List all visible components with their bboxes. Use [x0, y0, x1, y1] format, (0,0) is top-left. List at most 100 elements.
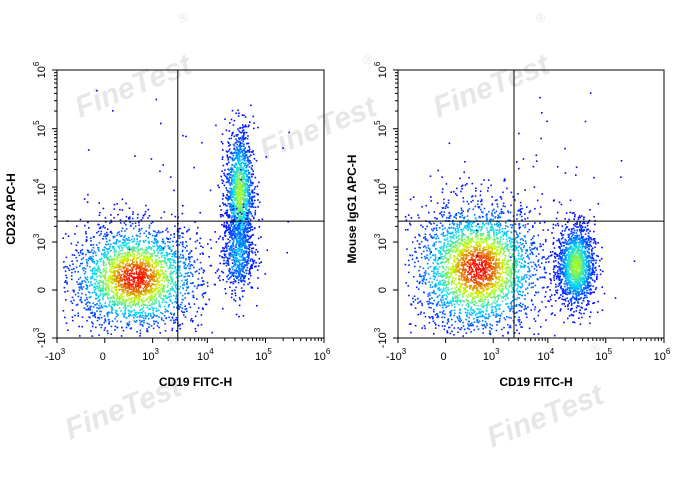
- event-dot: [230, 219, 233, 221]
- event-dot: [243, 143, 245, 145]
- event-dot: [169, 265, 172, 267]
- event-dot: [161, 270, 163, 272]
- event-dot: [237, 275, 239, 278]
- event-dot: [238, 211, 240, 214]
- event-dot: [147, 274, 150, 277]
- event-dot: [229, 195, 232, 197]
- event-dot: [205, 303, 208, 306]
- event-dot: [230, 244, 233, 247]
- event-dot: [77, 241, 79, 244]
- event-dot: [110, 219, 112, 222]
- event-dot: [241, 274, 244, 276]
- y-tick-base: 10: [36, 183, 48, 195]
- event-dot: [247, 175, 249, 178]
- event-dot: [245, 180, 247, 183]
- event-dot: [461, 243, 464, 246]
- event-dot: [136, 275, 139, 278]
- event-dot: [229, 144, 231, 146]
- event-dot: [241, 221, 244, 224]
- event-dot: [128, 207, 131, 209]
- event-dot: [233, 198, 236, 201]
- event-dot: [93, 236, 95, 238]
- event-dot: [182, 205, 184, 207]
- event-dot: [181, 236, 184, 238]
- event-dot: [105, 288, 108, 291]
- event-dot: [151, 258, 153, 261]
- event-dot: [232, 258, 235, 260]
- event-dot: [104, 294, 107, 297]
- event-dot: [228, 236, 231, 238]
- event-dot: [188, 228, 190, 231]
- event-dot: [150, 314, 152, 317]
- event-dot: [107, 258, 109, 261]
- event-dot: [149, 264, 151, 266]
- event-dot: [120, 302, 123, 304]
- event-dot: [131, 279, 133, 281]
- event-dot: [145, 249, 148, 251]
- event-dot: [192, 275, 194, 278]
- event-dot: [247, 200, 249, 202]
- event-dot: [240, 273, 243, 276]
- event-dot: [137, 293, 140, 295]
- event-dot: [156, 231, 158, 234]
- event-dot: [111, 245, 114, 248]
- event-dot: [177, 304, 180, 306]
- event-dot: [253, 188, 256, 190]
- event-dot: [429, 256, 432, 259]
- event-dot: [93, 289, 96, 291]
- event-dot: [142, 317, 145, 319]
- event-dot: [82, 253, 84, 256]
- event-dot: [237, 157, 239, 159]
- event-dot: [152, 274, 154, 277]
- event-dot: [241, 213, 243, 215]
- event-dot: [121, 209, 124, 211]
- event-dot: [413, 276, 415, 278]
- event-dot: [164, 311, 167, 313]
- event-dot: [241, 114, 244, 116]
- event-dot: [96, 262, 98, 265]
- event-dot: [249, 274, 252, 277]
- event-dot: [239, 222, 242, 225]
- event-dot: [115, 242, 118, 245]
- event-dot: [155, 283, 158, 286]
- event-dot: [114, 271, 116, 274]
- event-dot: [119, 273, 121, 276]
- event-dot: [106, 234, 108, 236]
- event-dot: [498, 319, 501, 322]
- event-dot: [142, 277, 144, 280]
- event-dot: [499, 294, 501, 296]
- event-dot: [192, 290, 194, 293]
- event-dot: [238, 180, 241, 183]
- event-dot: [155, 241, 157, 243]
- event-dot: [147, 260, 150, 262]
- event-dot: [233, 261, 236, 264]
- event-dot: [143, 257, 145, 260]
- event-dot: [97, 307, 100, 310]
- event-dot: [186, 287, 189, 289]
- event-dot: [144, 292, 147, 295]
- event-dot: [75, 266, 78, 269]
- event-dot: [62, 310, 65, 312]
- event-dot: [247, 192, 250, 194]
- event-dot: [183, 261, 186, 264]
- event-dot: [226, 247, 228, 249]
- event-dot: [103, 262, 105, 264]
- event-dot: [144, 239, 147, 242]
- event-dot: [443, 198, 445, 201]
- event-dot: [141, 261, 144, 264]
- event-dot: [99, 258, 101, 261]
- event-dot: [136, 330, 138, 333]
- event-dot: [246, 222, 249, 224]
- event-dot: [201, 307, 204, 309]
- event-dot: [98, 304, 100, 307]
- event-dot: [554, 273, 557, 276]
- event-dot: [103, 270, 105, 272]
- event-dot: [247, 163, 249, 166]
- event-dot: [253, 195, 256, 197]
- event-dot: [232, 193, 235, 195]
- event-dot: [85, 240, 87, 243]
- event-dot: [528, 327, 531, 330]
- event-dot: [241, 233, 243, 236]
- event-dot: [118, 233, 121, 236]
- event-dot: [142, 279, 144, 281]
